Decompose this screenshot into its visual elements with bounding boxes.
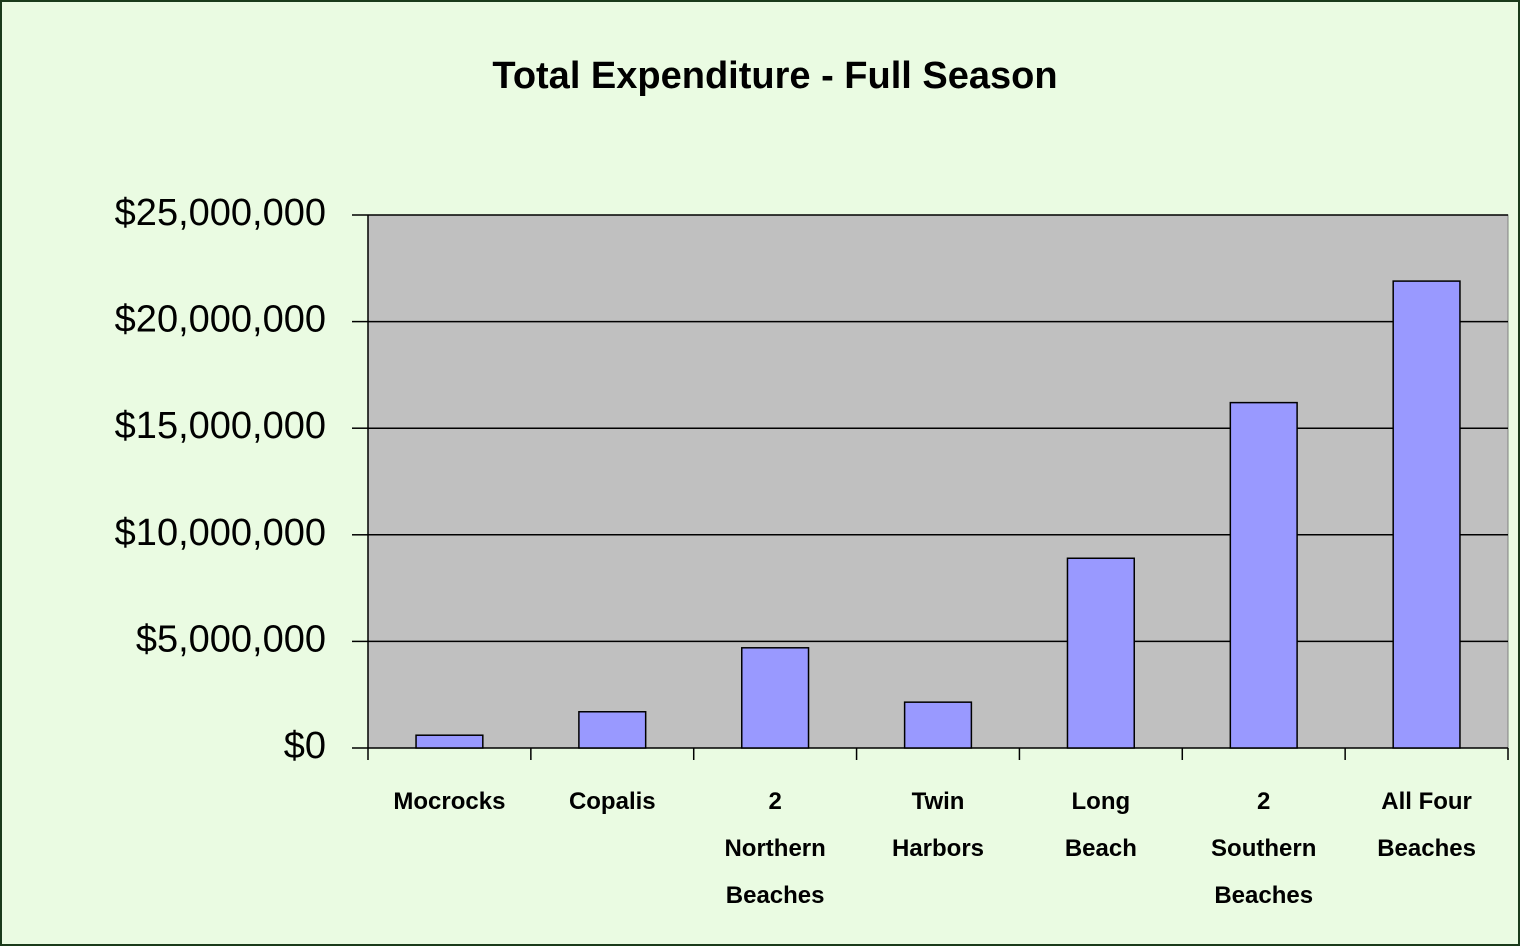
plot-area bbox=[367, 214, 1509, 749]
x-tick-label: 2 Southern Beaches bbox=[1211, 788, 1317, 909]
bar bbox=[903, 701, 973, 749]
x-tick-label: Copalis bbox=[568, 788, 656, 815]
bar bbox=[1066, 557, 1135, 749]
x-tick-label: Twin Harbors bbox=[891, 788, 985, 862]
x-tick-label: Mocrocks bbox=[393, 788, 506, 815]
bar bbox=[1229, 401, 1298, 749]
y-tick-label: $10,000,000 bbox=[115, 512, 326, 554]
y-tick-label: $20,000,000 bbox=[115, 299, 326, 341]
y-tick-label: $0 bbox=[284, 725, 326, 767]
x-tick-label: All Four Beaches bbox=[1377, 788, 1476, 862]
bar bbox=[1392, 280, 1461, 749]
x-tick-label: 2 Northern Beaches bbox=[724, 788, 826, 909]
bar bbox=[415, 734, 484, 749]
y-tick-label: $5,000,000 bbox=[136, 618, 326, 660]
bar bbox=[741, 647, 810, 749]
x-tick-label: Long Beach bbox=[1064, 788, 1137, 862]
bar bbox=[578, 711, 647, 749]
y-tick-label: $25,000,000 bbox=[115, 192, 326, 234]
y-tick-label: $15,000,000 bbox=[115, 405, 326, 447]
chart-title: Total Expenditure - Full Season bbox=[492, 55, 1057, 97]
